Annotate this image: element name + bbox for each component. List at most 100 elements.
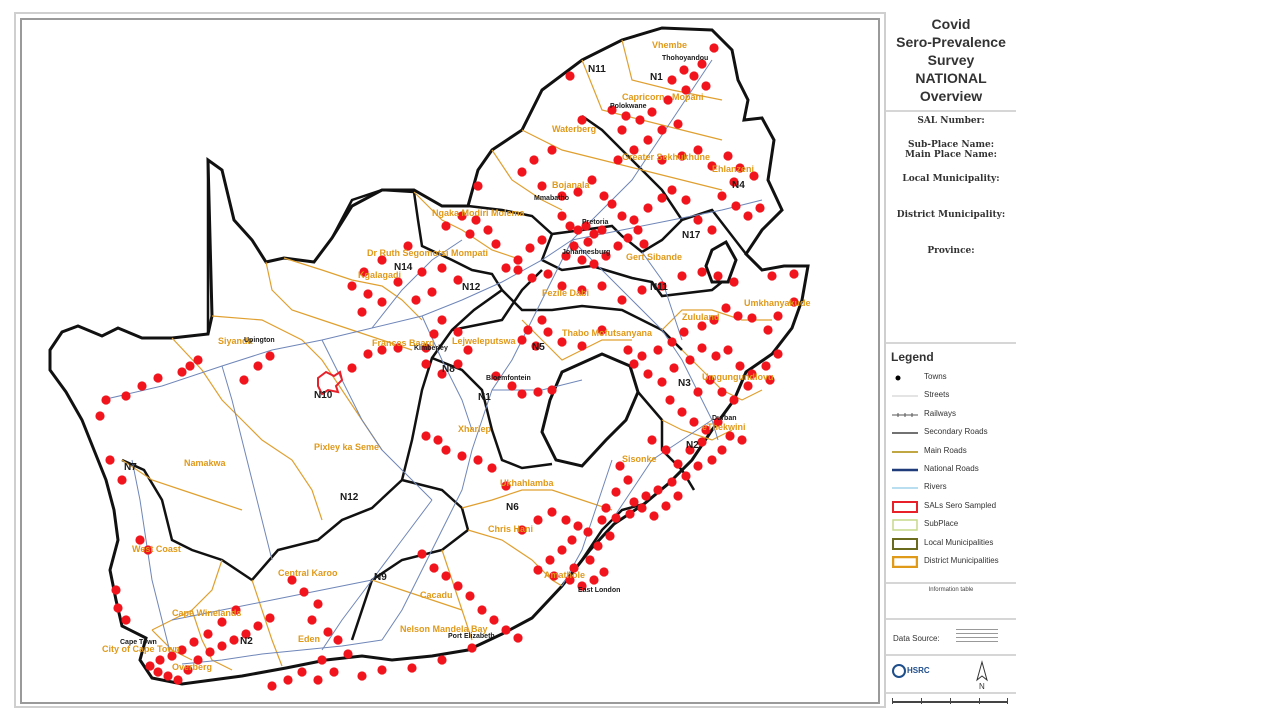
information-table: Information table <box>886 584 1016 620</box>
sample-point <box>573 521 583 531</box>
sample-point <box>101 395 111 405</box>
sample-point <box>287 575 297 585</box>
sample-point <box>667 337 677 347</box>
sample-point <box>701 425 711 435</box>
sample-point <box>749 171 759 181</box>
road-line <box>131 459 173 661</box>
legend-item-label: SALs Sero Sampled <box>924 500 997 510</box>
sample-point <box>307 615 317 625</box>
sample-point <box>735 361 745 371</box>
sample-point <box>583 527 593 537</box>
sample-point <box>661 501 671 511</box>
sample-point <box>697 267 707 277</box>
road-labels: N11 N1 N4 N17 N14 N12 N10 N8 N5 N3 N2 N6 N9 N7 N11 N1 N1… <box>124 64 745 647</box>
road-label: N11 <box>588 64 606 75</box>
sample-point <box>533 387 543 397</box>
municipality-border-line <box>521 129 723 191</box>
data-source-fine-print <box>956 626 998 645</box>
road-label: N2 <box>686 440 699 451</box>
title-line-2: Sero-Prevalence <box>896 34 1006 50</box>
sample-point <box>407 663 417 673</box>
sample-point <box>323 627 333 637</box>
sample-point <box>421 359 431 369</box>
country-outline <box>48 26 810 686</box>
province-border-line <box>540 233 723 298</box>
sample-point <box>403 241 413 251</box>
sample-point <box>513 265 523 275</box>
sample-point <box>117 475 127 485</box>
sample-point <box>167 651 177 661</box>
sample-point <box>517 167 527 177</box>
map-view[interactable]: Vhembe Capricorn Mopani Waterberg Greater Se… <box>20 18 880 704</box>
sample-point <box>491 239 501 249</box>
sample-point <box>377 255 387 265</box>
sample-point <box>421 343 431 353</box>
sample-point <box>629 215 639 225</box>
road-line <box>371 239 463 329</box>
sample-point <box>189 637 199 647</box>
sample-point <box>707 455 717 465</box>
municipality-label: Ukhahlamba <box>500 478 555 488</box>
sample-point <box>621 111 631 121</box>
sample-point <box>643 203 653 213</box>
sample-point <box>217 641 227 651</box>
sample-point <box>709 43 719 53</box>
sample-point <box>547 507 557 517</box>
road-label: N4 <box>732 180 745 191</box>
sample-point <box>193 655 203 665</box>
title-line-4: NATIONAL <box>915 70 987 86</box>
sample-point <box>637 503 647 513</box>
sample-point <box>577 341 587 351</box>
province-borders <box>121 114 747 641</box>
sample-point <box>615 461 625 471</box>
municipality-label: Thabo Mofutsanyana <box>562 328 653 338</box>
sample-point <box>145 661 155 671</box>
sample-point <box>649 511 659 521</box>
road-label: N8 <box>442 364 455 375</box>
sample-point <box>517 389 527 399</box>
sample-point <box>537 181 547 191</box>
sample-point <box>377 665 387 675</box>
local-muni-box-icon <box>892 537 918 550</box>
sample-point <box>137 381 147 391</box>
municipality-label: West Coast <box>132 544 181 554</box>
municipality-label: Waterberg <box>552 124 596 134</box>
sample-point <box>299 587 309 597</box>
sample-point <box>629 497 639 507</box>
legend-item-label: Railways <box>924 408 957 418</box>
sample-point <box>743 211 753 221</box>
sample-point <box>593 541 603 551</box>
sample-point <box>229 635 239 645</box>
sample-point <box>597 225 607 235</box>
legend-item-label: District Municipalities <box>924 556 999 565</box>
sample-point <box>111 585 121 595</box>
sample-point <box>743 381 753 391</box>
sample-point <box>501 263 511 273</box>
sample-point <box>623 345 633 355</box>
sample-point <box>453 327 463 337</box>
road-label: N12 <box>340 492 359 503</box>
district-municipality-label: District Municipality: <box>896 210 1006 220</box>
sample-point <box>673 459 683 469</box>
sample-point <box>711 351 721 361</box>
sample-point <box>629 145 639 155</box>
road-line <box>641 251 683 341</box>
municipality-label: Umgungundlovu <box>702 372 774 382</box>
sample-point <box>283 675 293 685</box>
sample-point <box>667 185 677 195</box>
road-line <box>221 365 273 561</box>
sample-point <box>573 187 583 197</box>
sample-point <box>589 575 599 585</box>
sample-point <box>453 275 463 285</box>
municipality-label: Kgalagadi <box>358 270 401 280</box>
sample-point <box>657 193 667 203</box>
sample-point <box>105 455 115 465</box>
sample-point <box>681 195 691 205</box>
title-line-3: Survey <box>927 52 975 68</box>
sample-point <box>653 345 663 355</box>
sero-sampled-outline <box>317 370 344 396</box>
sample-point <box>465 229 475 239</box>
sample-point <box>635 115 645 125</box>
legend-item: National Roads <box>892 462 1016 478</box>
municipality-label: Vhembe <box>652 40 687 50</box>
